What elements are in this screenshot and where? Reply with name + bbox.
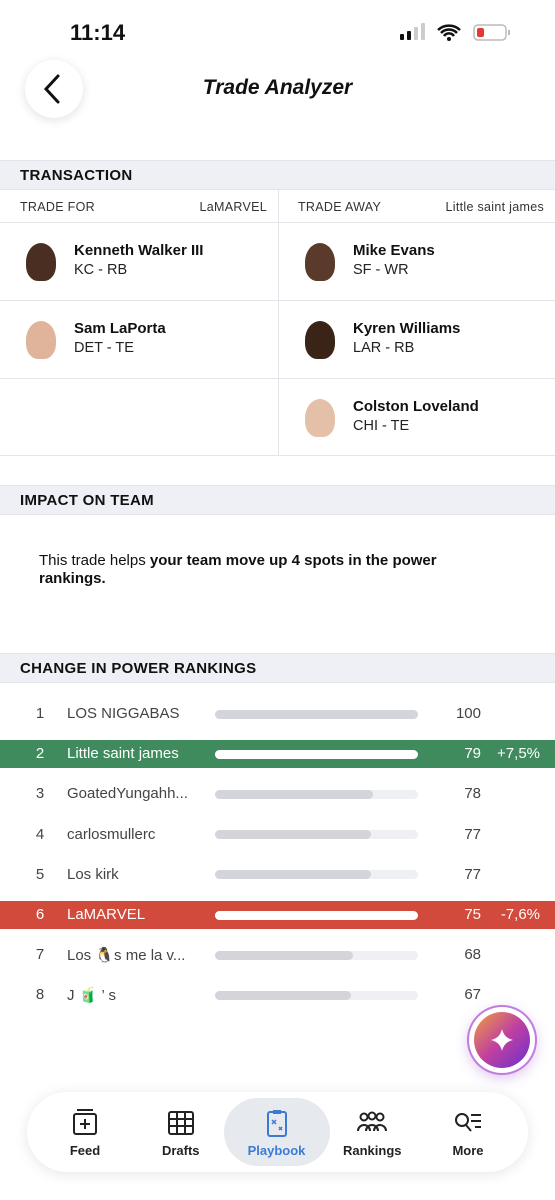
team-name: LOS NIGGABAS bbox=[67, 705, 180, 722]
icon bbox=[73, 1109, 97, 1135]
nav-icon[interactable] bbox=[260, 1107, 294, 1139]
nav-label[interactable]: Rankings bbox=[342, 1143, 402, 1158]
score: 77 bbox=[464, 865, 481, 883]
bar bbox=[215, 950, 354, 960]
bar bbox=[215, 830, 372, 840]
divider bbox=[0, 455, 555, 456]
player-detail: CHI - TE bbox=[353, 418, 410, 434]
player-name: Kyren Williams bbox=[353, 320, 461, 337]
nav-icon[interactable] bbox=[355, 1107, 389, 1139]
rank: 1 bbox=[35, 705, 45, 722]
nav-label[interactable]: Playbook bbox=[247, 1143, 306, 1158]
status-time: 11:14 bbox=[70, 20, 126, 45]
bar bbox=[215, 749, 376, 759]
rank: 3 bbox=[35, 785, 45, 803]
score: 100 bbox=[455, 705, 481, 722]
team-name: GoatedYungahh... bbox=[67, 785, 188, 803]
player-name: Colston Loveland bbox=[353, 398, 479, 415]
team-name: J 🧃 ’ s bbox=[67, 987, 116, 1005]
assistant-icon bbox=[474, 1012, 530, 1068]
section-header: IMPACT ON TEAM bbox=[0, 485, 555, 515]
back-icon bbox=[43, 74, 60, 104]
icon bbox=[167, 1111, 194, 1135]
impact-text-plain: This trade helps bbox=[39, 552, 150, 569]
bar bbox=[215, 990, 351, 1000]
score: 79 bbox=[464, 745, 481, 763]
score: 78 bbox=[464, 785, 481, 803]
page-title: Trade Analyzer bbox=[202, 76, 353, 99]
divider bbox=[0, 222, 555, 223]
nav-label[interactable]: More bbox=[452, 1143, 484, 1158]
player-photo bbox=[26, 321, 56, 359]
sparkle bbox=[491, 1029, 513, 1051]
player-photo bbox=[26, 243, 56, 281]
team-name: Los kirk bbox=[67, 865, 119, 883]
bar bbox=[215, 870, 372, 880]
change: +7,5% bbox=[497, 745, 540, 763]
section-header: TRANSACTION bbox=[0, 160, 555, 190]
rank: 7 bbox=[35, 946, 45, 964]
score: 68 bbox=[464, 946, 481, 964]
player-detail: LAR - RB bbox=[353, 340, 415, 356]
team-name: Little saint james bbox=[445, 200, 544, 214]
icon bbox=[266, 1110, 287, 1137]
impact-text: This trade helps your team move up 4 spo… bbox=[39, 552, 439, 588]
score: 75 bbox=[464, 906, 481, 923]
bar bbox=[215, 709, 418, 719]
back-button[interactable] bbox=[25, 60, 83, 118]
status-icons bbox=[400, 23, 510, 41]
divider bbox=[0, 378, 555, 379]
impact-text-bold: your team move up 4 spots in the power r… bbox=[39, 552, 437, 587]
player-name: Kenneth Walker III bbox=[74, 242, 204, 259]
icon bbox=[455, 1113, 481, 1132]
section-header: CHANGE IN POWER RANKINGS bbox=[0, 653, 555, 683]
nav-icon[interactable] bbox=[164, 1107, 198, 1139]
nav-icon[interactable] bbox=[451, 1107, 485, 1139]
player-detail: DET - TE bbox=[74, 340, 134, 356]
column-label: TRADE FOR bbox=[20, 200, 95, 214]
bar bbox=[215, 910, 368, 920]
change: -7,6% bbox=[500, 906, 540, 923]
active-tab bbox=[223, 1098, 330, 1166]
team-name: Little saint james bbox=[67, 745, 179, 763]
rank: 8 bbox=[35, 986, 45, 1004]
player-detail: KC - RB bbox=[74, 262, 128, 278]
rank: 4 bbox=[35, 825, 45, 843]
player-photo bbox=[305, 243, 335, 281]
team-name: LaMARVEL bbox=[199, 200, 267, 214]
assistant-button[interactable] bbox=[469, 1007, 535, 1073]
bar bbox=[215, 789, 374, 799]
icon bbox=[357, 1111, 388, 1132]
team-name: Los 🐧s me la v... bbox=[67, 947, 186, 965]
player-detail: SF - WR bbox=[353, 262, 409, 278]
divider bbox=[0, 300, 555, 301]
nav-icon[interactable] bbox=[68, 1107, 102, 1139]
nav-label[interactable]: Drafts bbox=[161, 1143, 200, 1158]
player-photo bbox=[305, 321, 335, 359]
rank: 6 bbox=[35, 906, 45, 923]
player-name: Sam LaPorta bbox=[74, 320, 166, 337]
player-name: Mike Evans bbox=[353, 242, 435, 259]
team-name: LaMARVEL bbox=[67, 906, 146, 923]
score: 77 bbox=[464, 825, 481, 843]
column-label: TRADE AWAY bbox=[298, 200, 382, 214]
divider bbox=[278, 190, 279, 455]
rank: 5 bbox=[35, 865, 45, 883]
score: 67 bbox=[464, 986, 481, 1004]
rank: 2 bbox=[35, 745, 45, 763]
player-photo bbox=[305, 399, 335, 437]
team-name: carlosmullerc bbox=[67, 825, 156, 843]
nav-label[interactable]: Feed bbox=[69, 1143, 101, 1158]
